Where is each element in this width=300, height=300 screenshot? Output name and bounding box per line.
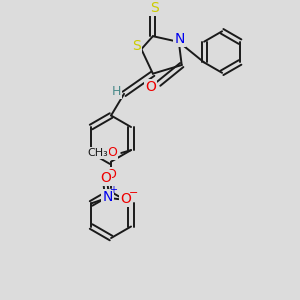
Text: −: − xyxy=(128,188,138,198)
Text: O: O xyxy=(120,192,131,206)
Text: N: N xyxy=(174,32,184,46)
Text: N: N xyxy=(102,190,113,204)
Text: O: O xyxy=(107,146,117,160)
Text: S: S xyxy=(132,39,140,53)
Text: S: S xyxy=(150,1,159,15)
Text: +: + xyxy=(109,185,117,196)
Text: O: O xyxy=(145,80,156,94)
Text: CH₃: CH₃ xyxy=(88,148,109,158)
Text: O: O xyxy=(107,167,117,181)
Text: O: O xyxy=(100,171,111,185)
Text: H: H xyxy=(111,85,121,98)
